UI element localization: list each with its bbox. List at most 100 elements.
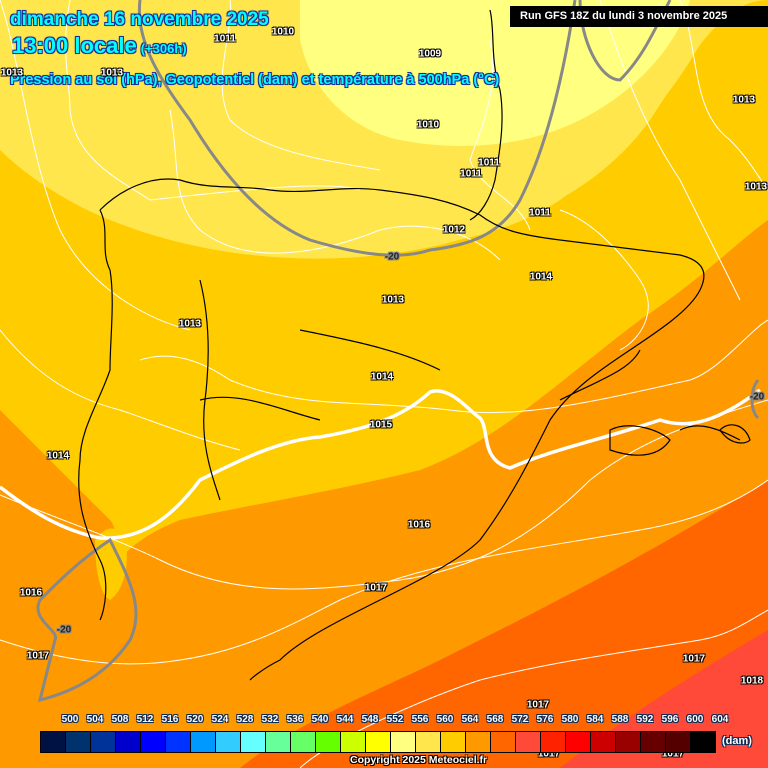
legend-swatch — [341, 732, 366, 752]
legend-swatch — [91, 732, 116, 752]
legend-tick: 588 — [611, 714, 629, 725]
pressure-label: 1011 — [214, 33, 236, 45]
legend-swatch — [566, 732, 591, 752]
legend-swatch — [491, 732, 516, 752]
legend-tick: 524 — [211, 714, 229, 725]
pressure-label: 1018 — [740, 675, 764, 687]
legend-tick: 540 — [311, 714, 329, 725]
pressure-label: 1010 — [271, 26, 295, 38]
geopotential-legend: 500 504 508 512 516 520 524 528 532 536 540 544 548 5… — [40, 714, 768, 768]
isotherm-white — [0, 388, 762, 540]
legend-swatch — [641, 732, 666, 752]
coastlines-borders — [78, 9, 751, 681]
legend-swatch — [466, 732, 491, 752]
pressure-label: 1017 — [682, 653, 706, 665]
legend-tick: 580 — [561, 714, 579, 725]
legend-tick: 564 — [461, 714, 479, 725]
pressure-label: 1013 — [0, 67, 24, 79]
legend-swatch — [241, 732, 266, 752]
legend-tick: 576 — [536, 714, 554, 725]
legend-tick: 584 — [586, 714, 604, 725]
legend-tick: 548 — [361, 714, 379, 725]
legend-swatch — [666, 732, 691, 752]
legend-tick: 544 — [336, 714, 354, 725]
pressure-label: 1011 — [478, 157, 500, 169]
legend-tick: 528 — [236, 714, 254, 725]
legend-swatch — [141, 732, 166, 752]
legend-tick: 516 — [161, 714, 179, 725]
legend-swatch — [41, 732, 66, 752]
legend-tick: 532 — [261, 714, 279, 725]
legend-ticks: 500 504 508 512 516 520 524 528 532 536 540 544 548 5… — [40, 714, 740, 728]
pressure-label: 1017 — [537, 748, 561, 760]
copyright: Copyright 2025 Meteociel.fr — [350, 754, 488, 766]
temperature-label: -20 — [749, 391, 765, 403]
isotherms-gray — [36, 0, 760, 703]
legend-swatch — [441, 732, 466, 752]
legend-tick: 504 — [86, 714, 104, 725]
legend-swatch — [316, 732, 341, 752]
legend-tick: 568 — [486, 714, 504, 725]
pressure-label: 1009 — [418, 48, 442, 60]
legend-swatch — [66, 732, 91, 752]
model-run-info: Run GFS 18Z du lundi 3 novembre 2025 — [510, 6, 768, 27]
legend-unit: (dam) — [722, 735, 752, 747]
pressure-label: 1017 — [26, 650, 50, 662]
legend-tick: 560 — [436, 714, 454, 725]
legend-tick: 596 — [661, 714, 679, 725]
lead-time: (+306h) — [140, 41, 187, 56]
legend-swatch — [366, 732, 391, 752]
band-lightest-yellow — [300, 0, 690, 146]
forecast-time: 13:00 locale (+306h) — [12, 33, 187, 59]
pressure-label: 1013 — [732, 94, 756, 106]
pressure-label: 1014 — [370, 371, 394, 383]
pressure-label: 1013 — [744, 181, 768, 193]
legend-tick: 536 — [286, 714, 304, 725]
pressure-label: 1014 — [529, 271, 553, 283]
legend-tick: 600 — [686, 714, 704, 725]
pressure-label: 1013 — [381, 294, 405, 306]
legend-swatch — [691, 732, 715, 752]
pressure-label: 1016 — [19, 587, 43, 599]
band-orange — [240, 480, 768, 768]
temperature-label: -20 — [384, 251, 400, 263]
legend-tick: 520 — [186, 714, 204, 725]
pressure-label: 1012 — [442, 224, 466, 236]
legend-swatch — [591, 732, 616, 752]
pressure-label: 1017 — [364, 582, 388, 594]
pressure-label: 1015 — [369, 419, 393, 431]
pressure-label: 1014 — [46, 450, 70, 462]
pressure-label: 1017 — [526, 699, 550, 711]
legend-tick: 604 — [711, 714, 729, 725]
chart-description: Pression au sol (hPa), Geopotentiel (dam… — [10, 72, 500, 88]
legend-swatch — [541, 732, 566, 752]
pressure-label: 1017 — [661, 748, 685, 760]
pressure-label: 1011 — [529, 207, 551, 219]
legend-swatch — [616, 732, 641, 752]
legend-swatch — [116, 732, 141, 752]
legend-color-bar — [40, 731, 716, 753]
legend-tick: 512 — [136, 714, 154, 725]
pressure-label: 1010 — [416, 119, 440, 131]
legend-swatch — [216, 732, 241, 752]
legend-swatch — [516, 732, 541, 752]
legend-tick: 592 — [636, 714, 654, 725]
pressure-label: 1016 — [407, 519, 431, 531]
pressure-label: 1013 — [178, 318, 202, 330]
pressure-label: 1013 — [100, 67, 124, 79]
legend-tick: 500 — [61, 714, 79, 725]
legend-swatch — [266, 732, 291, 752]
legend-swatch — [416, 732, 441, 752]
legend-tick: 508 — [111, 714, 129, 725]
legend-swatch — [191, 732, 216, 752]
legend-swatch — [391, 732, 416, 752]
legend-tick: 556 — [411, 714, 429, 725]
legend-tick: 552 — [386, 714, 404, 725]
pressure-label: 1011 — [460, 168, 482, 180]
temperature-label: -20 — [56, 624, 72, 636]
local-time: 13:00 locale — [12, 33, 137, 58]
legend-swatch — [166, 732, 191, 752]
forecast-date: dimanche 16 novembre 2025 — [10, 9, 269, 30]
